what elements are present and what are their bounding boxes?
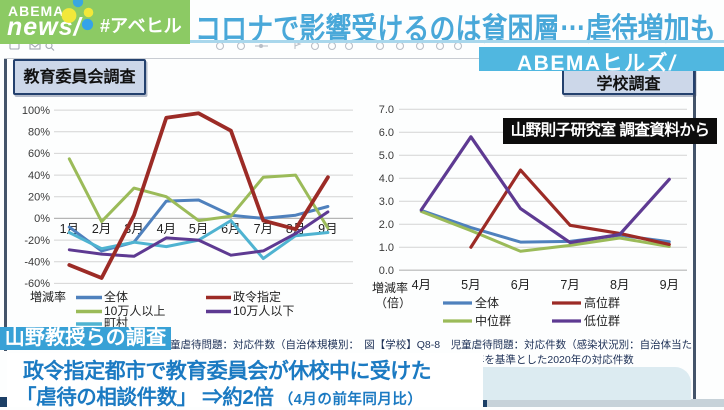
svg-text:5月: 5月 — [461, 278, 480, 292]
svg-text:20%: 20% — [28, 192, 50, 204]
svg-text:-40%: -40% — [24, 257, 50, 269]
svg-text:-20%: -20% — [24, 235, 50, 247]
svg-text:100%: 100% — [22, 105, 50, 117]
svg-text:高位群: 高位群 — [584, 295, 620, 310]
svg-text:8月: 8月 — [610, 278, 629, 292]
svg-text:9月: 9月 — [660, 278, 679, 292]
svg-text:3.0: 3.0 — [379, 196, 394, 208]
svg-text:7月: 7月 — [560, 278, 579, 292]
svg-text:6月: 6月 — [511, 278, 530, 292]
svg-text:-60%: -60% — [24, 278, 50, 290]
svg-text:2月: 2月 — [92, 222, 111, 236]
svg-text:7月: 7月 — [254, 222, 273, 236]
svg-text:中位群: 中位群 — [475, 313, 511, 328]
svg-text:増減率: 増減率 — [30, 289, 66, 304]
svg-text:5月: 5月 — [189, 222, 208, 236]
svg-text:0.0: 0.0 — [379, 265, 394, 277]
svg-text:町村: 町村 — [104, 316, 128, 330]
svg-text:2.0: 2.0 — [379, 219, 394, 231]
svg-text:政令指定: 政令指定 — [233, 289, 281, 304]
svg-text:全体: 全体 — [104, 289, 128, 304]
svg-text:増減率: 増減率 — [372, 280, 408, 295]
svg-text:4.0: 4.0 — [379, 173, 394, 185]
svg-text:（倍）: （倍） — [375, 295, 411, 310]
svg-text:80%: 80% — [28, 127, 50, 139]
svg-text:10万人以上: 10万人以上 — [104, 304, 165, 318]
svg-text:低位群: 低位群 — [584, 313, 620, 328]
svg-text:7.0: 7.0 — [379, 104, 394, 116]
svg-text:1.0: 1.0 — [379, 242, 394, 254]
svg-text:0%: 0% — [34, 213, 50, 225]
svg-text:4月: 4月 — [157, 222, 176, 236]
svg-text:6.0: 6.0 — [379, 127, 394, 139]
svg-text:40%: 40% — [28, 170, 50, 182]
svg-text:10万人以下: 10万人以下 — [233, 304, 294, 318]
svg-text:4月: 4月 — [412, 278, 431, 292]
svg-text:全体: 全体 — [475, 295, 499, 310]
svg-text:5.0: 5.0 — [379, 150, 394, 162]
svg-text:60%: 60% — [28, 148, 50, 160]
